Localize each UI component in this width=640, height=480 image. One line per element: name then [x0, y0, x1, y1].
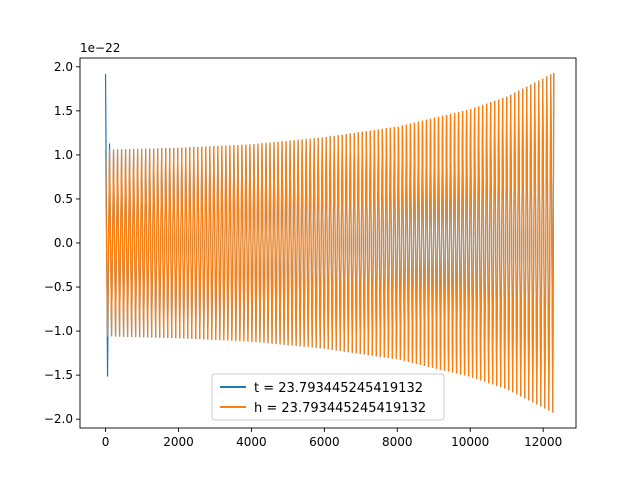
- y-tick-label: −1.0: [44, 324, 73, 338]
- legend: t = 23.793445245419132 h = 23.79344524541…: [211, 373, 445, 421]
- x-tick-label: 12000: [524, 435, 562, 449]
- y-tick-label: −1.5: [44, 368, 73, 382]
- x-tick-label: 2000: [163, 435, 194, 449]
- x-tick-label: 8000: [382, 435, 413, 449]
- y-tick-label: 0.0: [54, 236, 73, 250]
- legend-label-0: t = 23.793445245419132: [254, 381, 423, 396]
- x-tick-label: 4000: [236, 435, 267, 449]
- x-tick-label: 6000: [309, 435, 340, 449]
- y-tick-label: 2.0: [54, 60, 73, 74]
- y-tick-label: −2.0: [44, 412, 73, 426]
- plot-layer: [104, 72, 555, 413]
- y-tick-label: 1.5: [54, 104, 73, 118]
- y-offset-text: 1e−22: [80, 41, 120, 55]
- legend-label-1: h = 23.793445245419132: [254, 401, 426, 416]
- legend-box: [211, 373, 445, 421]
- x-tick-label: 10000: [451, 435, 489, 449]
- y-tick-label: 0.5: [54, 192, 73, 206]
- series-line-1: [104, 72, 555, 413]
- x-tick-label: 0: [102, 435, 110, 449]
- y-tick-label: 1.0: [54, 148, 73, 162]
- y-tick-label: −0.5: [44, 280, 73, 294]
- axes-layer: 0 2000 4000 6000 8000 10000 12000 −2.0 −1.5 −1.0 −…: [44, 41, 577, 449]
